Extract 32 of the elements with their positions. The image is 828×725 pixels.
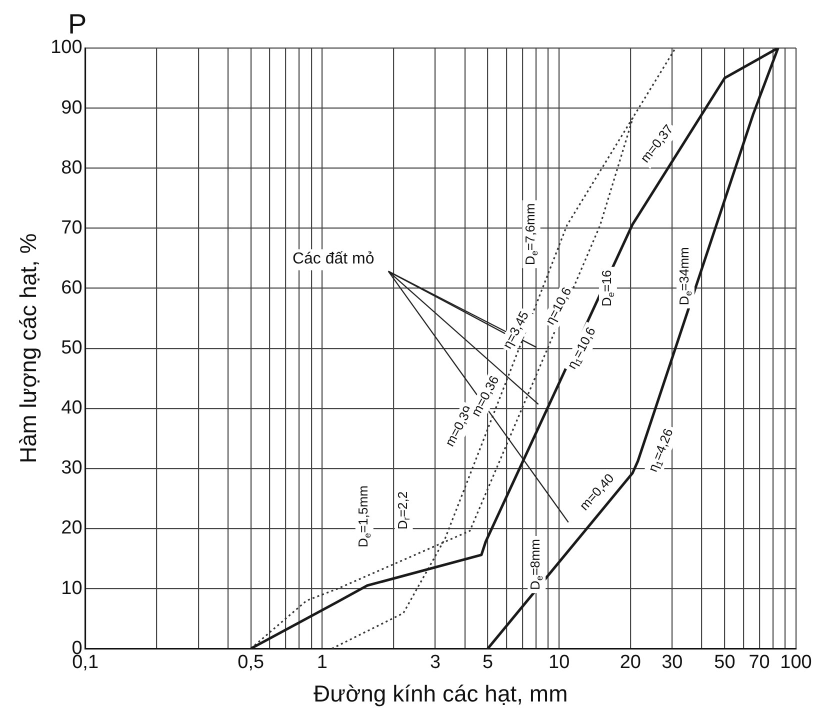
- y-tick-label: 20: [61, 518, 82, 539]
- y-tick-label: 10: [61, 578, 82, 599]
- annotation: Các đất mỏ: [292, 250, 374, 268]
- y-tick-label: 60: [61, 277, 82, 298]
- annotation: η1=4,26: [645, 426, 676, 474]
- x-tick-label: 30: [662, 652, 683, 674]
- x-tick-label: 10: [548, 652, 570, 674]
- x-tick-label: 3: [430, 652, 441, 674]
- x-axis-title: Đường kính các hạt, mm: [314, 680, 568, 707]
- y-tick-label: 100: [50, 37, 82, 58]
- x-tick-label: 70: [748, 652, 770, 674]
- annotation: De=7,6mm: [522, 203, 540, 266]
- annotation: η1=10,6: [564, 324, 598, 372]
- y-tick-label: 50: [61, 338, 82, 359]
- y-tick-label: 30: [61, 458, 82, 479]
- annotation: De=1,5mm: [355, 486, 372, 548]
- y-axis-title: Hàm lượng các hạt, %: [15, 233, 42, 464]
- annotation: De=34mm: [676, 247, 694, 306]
- y-tick-label: 90: [61, 97, 82, 118]
- annotation: Dr=2,2: [394, 491, 412, 530]
- x-tick-label: 1: [316, 652, 328, 674]
- x-tick-label: 20: [620, 652, 641, 674]
- text: P: [68, 8, 87, 40]
- x-tick-label: 0,5: [238, 652, 264, 674]
- annotation: De=8mm: [528, 539, 545, 590]
- y-tick-label: 70: [61, 217, 82, 238]
- y-tick-label: 80: [61, 157, 82, 178]
- x-tick-label: 50: [714, 652, 736, 674]
- annotation: De=16: [599, 270, 616, 306]
- x-tick-label: 5: [482, 652, 494, 674]
- y-tick-label: 40: [61, 398, 82, 419]
- x-tick-label: 100: [780, 652, 812, 674]
